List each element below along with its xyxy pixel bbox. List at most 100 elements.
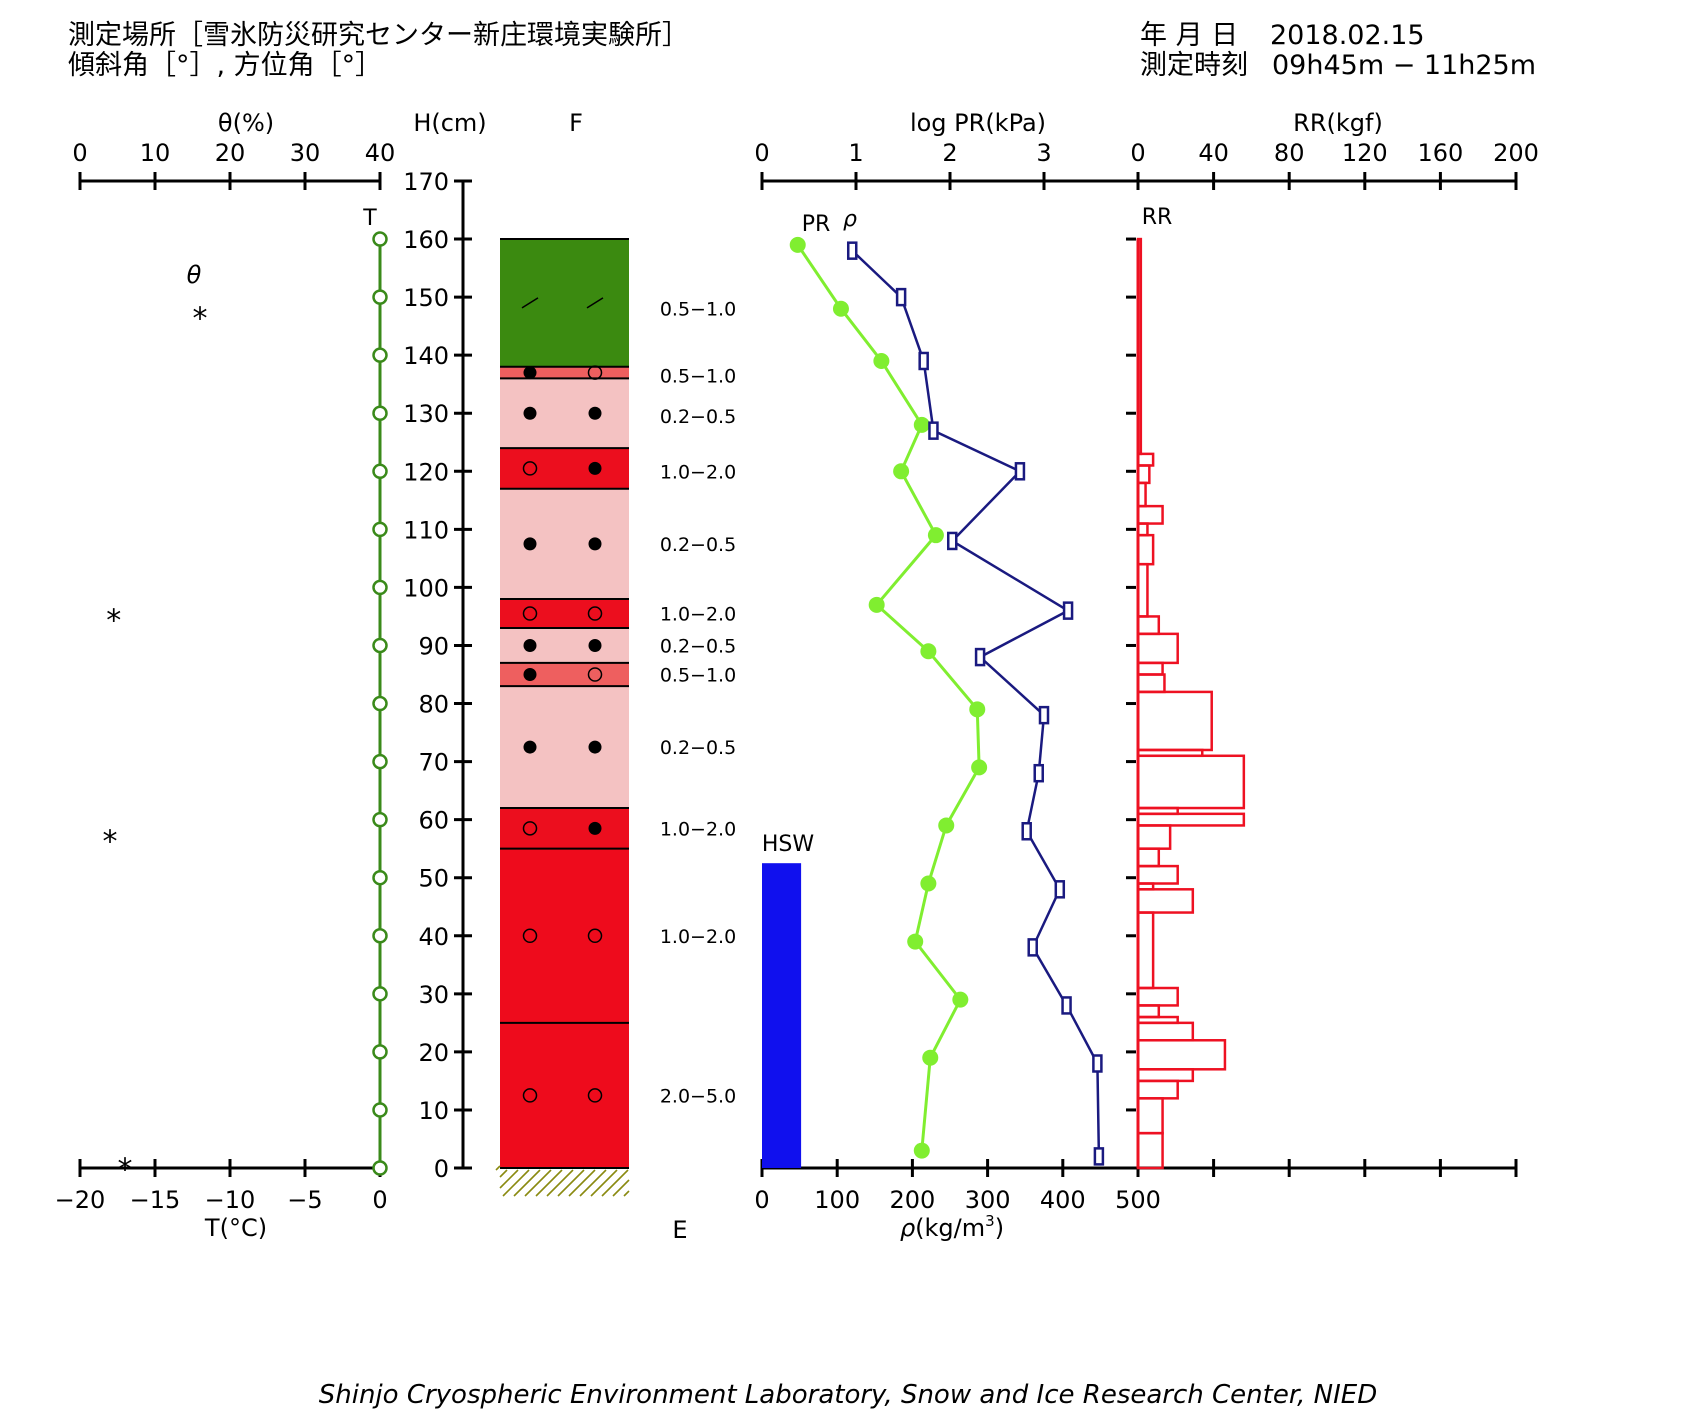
grain-size-label: 1.0−2.0 [660, 926, 736, 948]
temperature-series-label: T [362, 206, 377, 231]
rr-step [1136, 1079, 1179, 1100]
pr-series-label: PR [802, 212, 831, 237]
date-value: 2018.02.15 [1270, 20, 1425, 51]
density-point [947, 531, 958, 551]
density-point [974, 647, 986, 667]
density-point [1054, 880, 1066, 899]
pr-point [913, 416, 930, 433]
theta-point: * [106, 604, 121, 639]
grain-shape-symbol [587, 606, 603, 621]
height-tick-label: 160 [403, 226, 449, 254]
theta-tick-label: 0 [72, 139, 87, 167]
temperature-tick-label: −20 [55, 1186, 106, 1214]
height-tick-label: 90 [418, 632, 449, 660]
height-tick-label: 150 [403, 284, 449, 312]
rr-step [1136, 911, 1155, 990]
ground-hatch [579, 1169, 607, 1197]
grain-shape-symbol [522, 606, 538, 621]
grain-size-label: 1.0−2.0 [660, 461, 736, 483]
pr-tick-label: 0 [754, 139, 769, 167]
density-tick-label: 200 [889, 1186, 935, 1214]
temperature-point [372, 405, 388, 421]
density-tick-label: 500 [1115, 1186, 1161, 1214]
grain-shape-symbol [586, 297, 604, 309]
ground-hatch [546, 1169, 574, 1197]
temperature-point [372, 1044, 388, 1060]
rr-step [1136, 1097, 1164, 1135]
pr-point [873, 352, 890, 369]
grain-shape-symbol [521, 297, 539, 309]
temperature-tick-label: 0 [372, 1186, 387, 1214]
ground-hatch [612, 1179, 630, 1197]
temperature-axis-label: T(°C) [204, 1214, 267, 1242]
grain-size-label: 1.0−2.0 [660, 818, 736, 840]
ground-hatch [601, 1169, 629, 1197]
density-tick-label: 300 [965, 1186, 1011, 1214]
rr-step [1136, 1039, 1227, 1071]
grain-shape-symbol [588, 638, 602, 652]
grain-size-label: 0.2−0.5 [660, 737, 736, 759]
ground-hatch [499, 1169, 508, 1178]
height-tick-label: 70 [418, 749, 449, 777]
grain-shape-symbol [522, 821, 538, 836]
snow-profile-chart: 0 10 20 30 40θ(%)−20 −15 −10 −5 0T(°C)Tθ**** 0102… [55, 109, 1539, 1244]
height-tick-label: 0 [434, 1155, 449, 1183]
pr-point [920, 643, 937, 660]
pr-point [952, 991, 969, 1008]
height-tick-label: 50 [418, 865, 449, 893]
ground-hatch [499, 1169, 519, 1189]
pr-point [913, 1142, 930, 1159]
rr-tick-label: 120 [1342, 139, 1388, 167]
grain-shape-symbol [588, 537, 602, 551]
grain-size-label: 2.0−5.0 [660, 1085, 736, 1107]
temperature-point [372, 579, 388, 596]
hsw-label: HSW [762, 832, 815, 857]
rr-tick-label: 80 [1274, 139, 1305, 167]
theta-point: * [193, 302, 208, 337]
grain-size-label: 0.5−1.0 [660, 365, 736, 387]
grain-size-label: 1.0−2.0 [660, 604, 736, 626]
height-tick-label: 110 [403, 516, 449, 544]
rr-step [1136, 452, 1155, 467]
temperature-tick-label: −15 [130, 1186, 181, 1214]
pr-point [893, 463, 910, 480]
density-point [1061, 996, 1072, 1015]
height-tick-label: 40 [418, 923, 449, 951]
ground-hatch [568, 1169, 596, 1197]
snow-layer [500, 378, 629, 449]
snow-layer [500, 1022, 629, 1168]
density-point [1014, 462, 1026, 481]
height-tick-label: 60 [418, 807, 449, 835]
grain-shape-symbol [523, 668, 537, 681]
grain-shape-symbol [523, 366, 537, 380]
snow-layer [500, 848, 629, 1023]
temperature-tick-label: −10 [205, 1186, 256, 1214]
temperature-point [372, 928, 388, 944]
theta-tick-label: 30 [290, 139, 321, 167]
height-tick-label: 100 [403, 574, 449, 602]
rr-step [1136, 1004, 1161, 1019]
theta-tick-label: 40 [365, 139, 396, 167]
ground-hatch [495, 1165, 501, 1171]
rr-step [1136, 504, 1164, 525]
rr-step [1136, 690, 1213, 752]
density-point [1093, 1147, 1105, 1166]
rr-step [1136, 1021, 1195, 1042]
rr-axis-label: RR(kgf) [1293, 109, 1383, 137]
snow-layer [500, 628, 629, 663]
temperature-point [372, 231, 388, 247]
grain-shape-symbol [588, 740, 602, 754]
rr-step [1136, 1131, 1164, 1170]
time-label: 測定時刻 [1140, 50, 1248, 81]
height-tick-label: 140 [403, 342, 449, 370]
pr-line [796, 244, 981, 1151]
pr-tick-label: 3 [1036, 139, 1051, 167]
temperature-point [372, 1102, 388, 1118]
temperature-point [372, 637, 388, 654]
grain-shape-symbol [522, 461, 538, 476]
theta-point: * [103, 824, 118, 859]
density-tick-label: 400 [1040, 1186, 1086, 1214]
pr-point [927, 527, 944, 544]
pr-point [969, 701, 986, 718]
grain-size-label: 0.2−0.5 [660, 534, 736, 556]
